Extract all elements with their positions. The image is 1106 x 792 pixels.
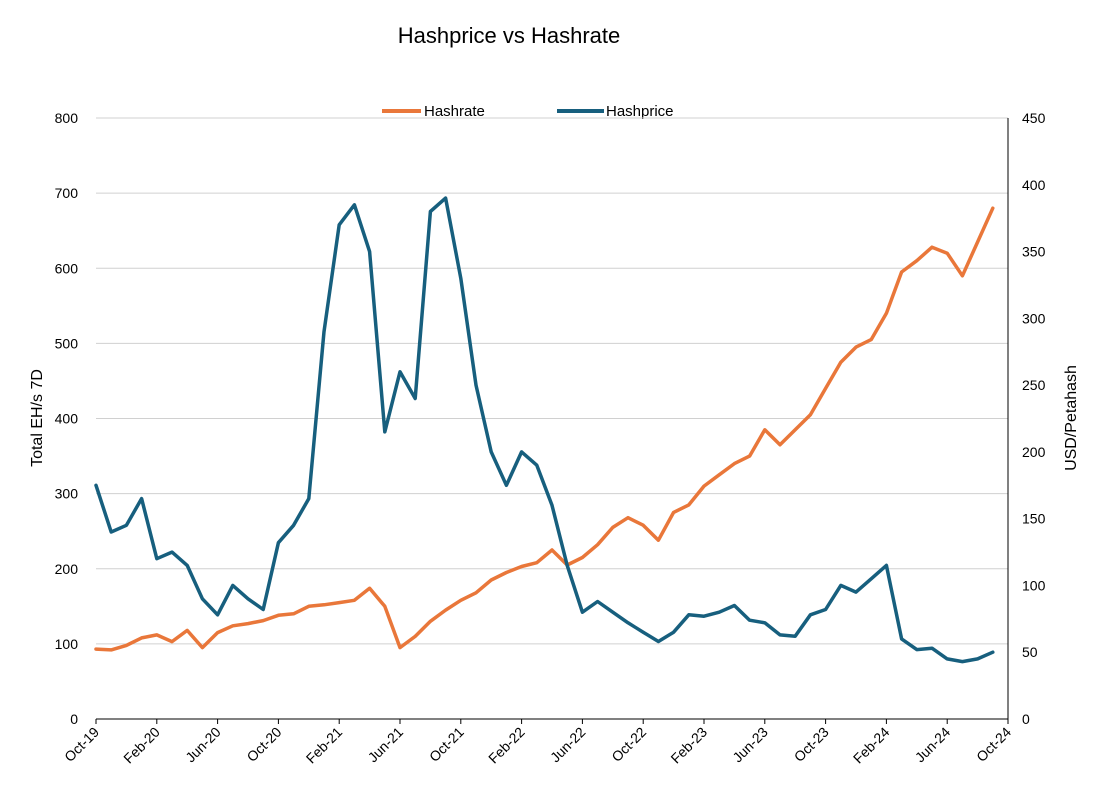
x-tick-label: Jun-22 (547, 724, 589, 766)
x-tick-label: Feb-20 (120, 724, 163, 767)
left-tick-label: 300 (55, 486, 79, 502)
legend-label-hashrate: Hashrate (424, 103, 485, 120)
left-tick-label: 500 (55, 335, 79, 351)
left-axis-ticks: 0 100 200 300 400 500 600 700 800 (55, 110, 79, 727)
left-tick-label: 0 (70, 711, 78, 727)
x-tick-label: Jun-23 (729, 724, 771, 766)
right-axis-label: USD/Petahash (1063, 365, 1080, 471)
right-tick-label: 400 (1022, 177, 1046, 193)
right-tick-label: 300 (1022, 310, 1046, 326)
chart-title: Hashprice vs Hashrate (398, 23, 621, 48)
right-axis-ticks: 0 50 100 150 200 250 300 350 400 450 (1022, 110, 1046, 727)
x-tick-label: Jun-24 (912, 724, 954, 766)
x-tick-label: Oct-20 (243, 724, 284, 765)
left-tick-label: 700 (55, 185, 79, 201)
series-line-hashprice (94, 196, 995, 664)
legend: Hashrate Hashprice (382, 103, 674, 120)
x-tick-label: Jun-21 (365, 724, 407, 766)
gridlines (96, 117, 1008, 645)
right-tick-label: 150 (1022, 511, 1046, 527)
series-line-hashrate (94, 206, 995, 652)
x-tick-label: Oct-23 (791, 724, 832, 765)
left-axis-label: Total EH/s 7D (29, 369, 46, 467)
x-tick-label: Feb-22 (485, 724, 528, 767)
axes (96, 118, 1009, 720)
right-tick-label: 0 (1022, 711, 1030, 727)
x-tick-label: Feb-24 (850, 724, 893, 767)
plot-lines (94, 196, 995, 664)
x-tick-label: Oct-22 (608, 724, 649, 765)
x-axis-ticks: Oct-19 Feb-20 Jun-20 Oct-20 Feb-21 Jun-21 Oct-… (61, 719, 1014, 766)
left-tick-label: 200 (55, 561, 79, 577)
right-tick-label: 100 (1022, 577, 1046, 593)
right-tick-label: 50 (1022, 644, 1038, 660)
right-tick-label: 250 (1022, 377, 1046, 393)
x-tick-label: Oct-19 (61, 724, 102, 765)
x-tick-label: Feb-21 (303, 724, 346, 767)
x-tick-label: Oct-21 (426, 724, 467, 765)
x-tick-label: Oct-24 (973, 724, 1014, 765)
right-tick-label: 200 (1022, 444, 1046, 460)
right-tick-label: 350 (1022, 244, 1046, 260)
left-tick-label: 600 (55, 260, 79, 276)
left-tick-label: 800 (55, 110, 79, 126)
left-tick-label: 100 (55, 636, 79, 652)
x-tick-label: Jun-20 (182, 724, 224, 766)
legend-label-hashprice: Hashprice (606, 103, 674, 120)
right-tick-label: 450 (1022, 110, 1046, 126)
left-tick-label: 400 (55, 411, 79, 427)
x-tick-label: Feb-23 (667, 724, 710, 767)
